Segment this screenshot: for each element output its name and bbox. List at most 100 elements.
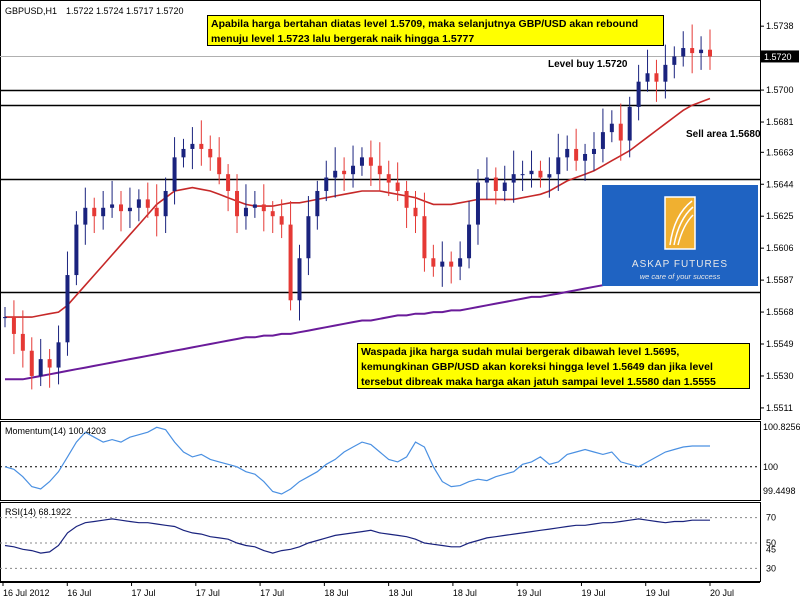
candle-body bbox=[20, 333, 25, 351]
main-chart-title: GBPUSD,H1 bbox=[5, 6, 57, 16]
candle-body bbox=[627, 106, 632, 141]
candle-body bbox=[547, 174, 552, 178]
candle-body bbox=[395, 182, 400, 191]
rsi-tick-label: 50 bbox=[766, 538, 776, 548]
candle-body bbox=[449, 261, 454, 267]
candle-body bbox=[226, 174, 231, 191]
main-chart-group bbox=[0, 24, 760, 390]
candle-body bbox=[136, 199, 141, 208]
candle-body bbox=[270, 211, 275, 217]
candle-body bbox=[351, 165, 356, 175]
y-tick-label: 1.5681 bbox=[766, 117, 794, 127]
level-buy-label: Level buy 1.5720 bbox=[548, 59, 628, 70]
candle-body bbox=[288, 224, 293, 301]
current-price-box bbox=[761, 50, 799, 63]
candle-body bbox=[672, 56, 677, 65]
rsi-line bbox=[4, 518, 710, 554]
x-tick-label: 16 Jul bbox=[67, 588, 91, 598]
x-tick-label: 18 Jul bbox=[324, 588, 348, 598]
x-tick-label: 18 Jul bbox=[389, 588, 413, 598]
y-tick-label: 1.5738 bbox=[766, 21, 794, 31]
candle-body bbox=[47, 359, 52, 368]
x-tick-label: 20 Jul bbox=[710, 588, 734, 598]
current-price-label: 1.5720 bbox=[764, 52, 792, 62]
candle-body bbox=[154, 207, 159, 217]
x-tick-label: 19 Jul bbox=[581, 588, 605, 598]
candle-body bbox=[199, 143, 204, 149]
candle-body bbox=[591, 148, 596, 154]
candle-body bbox=[556, 157, 561, 175]
y-tick-label: 1.5625 bbox=[766, 211, 794, 221]
ma-red-line bbox=[5, 97, 711, 318]
candle-body bbox=[181, 148, 186, 158]
candle-body bbox=[243, 207, 248, 217]
y-tick-label: 1.5644 bbox=[766, 179, 794, 189]
candle-body bbox=[690, 48, 695, 54]
candle-body bbox=[38, 359, 43, 376]
x-tick-label: 19 Jul bbox=[517, 588, 541, 598]
candle-body bbox=[172, 157, 177, 191]
y-tick-label: 1.5549 bbox=[766, 339, 794, 349]
candle-body bbox=[297, 258, 302, 301]
candle-body bbox=[467, 224, 472, 259]
candle-body bbox=[484, 177, 489, 183]
candle-body bbox=[306, 216, 311, 259]
candle-body bbox=[440, 261, 445, 267]
candle-body bbox=[386, 174, 391, 183]
candle-body bbox=[163, 190, 168, 217]
y-tick-label: 1.5606 bbox=[766, 243, 794, 253]
y-tick-label: 1.5663 bbox=[766, 147, 794, 157]
momentum-tick-label: 100.8256 bbox=[763, 422, 800, 432]
candle-body bbox=[359, 157, 364, 166]
candle-body bbox=[538, 170, 543, 178]
candle-body bbox=[377, 165, 382, 175]
candle-body bbox=[92, 207, 97, 217]
momentum-line bbox=[4, 426, 710, 495]
y-tick-label: 1.5568 bbox=[766, 307, 794, 317]
candle-body bbox=[119, 204, 124, 212]
candle-body bbox=[110, 204, 115, 208]
candle-body bbox=[83, 207, 88, 225]
y-tick-label: 1.5530 bbox=[766, 371, 794, 381]
candle-body bbox=[583, 153, 588, 161]
candle-body bbox=[127, 207, 132, 212]
candle-body bbox=[708, 49, 712, 57]
ohlc-low: 1.5717 bbox=[126, 6, 154, 16]
candle-body bbox=[574, 148, 579, 161]
candle-body bbox=[11, 317, 16, 334]
rsi-tick-label: 70 bbox=[766, 513, 776, 523]
bottom-annotation: Waspada jika harga sudah mulai bergerak … bbox=[357, 343, 750, 389]
top-annotation: Apabila harga bertahan diatas level 1.57… bbox=[207, 15, 664, 46]
candle-body bbox=[636, 81, 641, 107]
candle-body bbox=[511, 174, 516, 183]
candle-body bbox=[279, 216, 284, 225]
candle-body bbox=[342, 170, 347, 175]
candle-body bbox=[190, 143, 195, 149]
rsi-tick-label: 45 bbox=[766, 544, 776, 554]
x-tick-label: 17 Jul bbox=[196, 588, 220, 598]
momentum-title: Momentum(14) 100.4203 bbox=[5, 426, 106, 436]
candle-body bbox=[29, 350, 34, 376]
logo-emblem-icon bbox=[664, 196, 696, 250]
candle-body bbox=[217, 157, 222, 175]
main-panel-border bbox=[0, 0, 761, 420]
candle-body bbox=[404, 190, 409, 208]
candle-body bbox=[56, 342, 61, 368]
candle-body bbox=[413, 207, 418, 217]
candle-body bbox=[520, 174, 525, 176]
y-tick-label: 1.5587 bbox=[766, 275, 794, 285]
y-tick-label: 1.5511 bbox=[766, 403, 793, 413]
momentum-tick-label: 99.4498 bbox=[763, 486, 796, 496]
ohlc-high: 1.5724 bbox=[96, 6, 124, 16]
candle-body bbox=[368, 157, 373, 166]
x-tick-label: 17 Jul bbox=[260, 588, 284, 598]
candle-body bbox=[333, 170, 338, 178]
candle-body bbox=[699, 49, 704, 54]
candle-body bbox=[145, 199, 150, 208]
candle-body bbox=[422, 216, 427, 259]
candle-body bbox=[74, 224, 79, 276]
askap-futures-logo: ASKAP FUTURES we care of your success bbox=[602, 185, 758, 286]
ohlc-close: 1.5720 bbox=[156, 6, 184, 16]
candle-body bbox=[600, 132, 605, 149]
